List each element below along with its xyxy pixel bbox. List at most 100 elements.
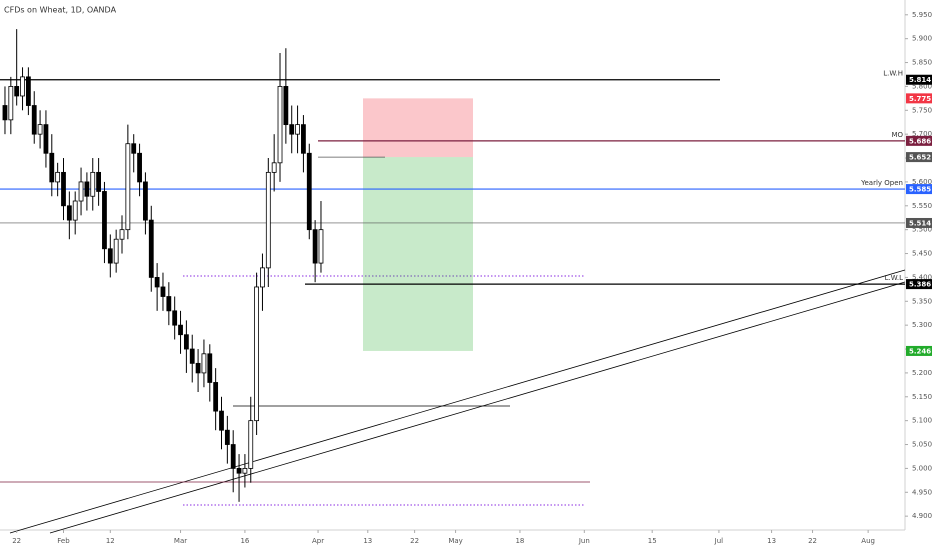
x-tick-label: Apr (312, 537, 324, 545)
trendline (49, 281, 906, 534)
candle-body (289, 124, 295, 135)
candle-body (37, 124, 43, 135)
candle-body (113, 238, 119, 264)
price-label-box (906, 217, 932, 228)
candle-body (254, 286, 260, 422)
candle-body (20, 76, 25, 97)
candle-body (301, 124, 306, 154)
candle-body (178, 324, 183, 336)
candle-body (61, 171, 66, 207)
candle-body (131, 143, 137, 154)
candle-body (195, 362, 201, 374)
candle-body (160, 286, 166, 297)
y-tick-label: 5.800 (912, 82, 932, 90)
candle-body (119, 229, 125, 240)
candle-body (224, 429, 230, 445)
y-tick-label: 5.900 (912, 35, 932, 43)
target-zone (363, 157, 473, 351)
y-tick-label: 4.950 (912, 488, 932, 496)
candle-body (260, 267, 265, 288)
candle-body (248, 420, 254, 469)
candle-body (55, 171, 61, 183)
candle-body (84, 181, 90, 197)
x-tick-label: Jul (714, 537, 724, 545)
x-tick-label: 13 (767, 537, 776, 545)
candle-body (172, 310, 178, 326)
y-tick-label: 5.700 (912, 130, 932, 138)
candle-body (271, 162, 277, 173)
candle-body (207, 353, 213, 383)
candle-body (236, 468, 242, 474)
x-tick-label: Feb (57, 537, 70, 545)
y-tick-label: 5.600 (912, 178, 932, 186)
x-tick-label: 13 (363, 537, 372, 545)
candle-body (72, 200, 78, 221)
price-label-box (906, 135, 932, 146)
candle-body (189, 348, 195, 364)
x-tick-label: 12 (106, 537, 115, 545)
y-tick-label: 5.350 (912, 297, 932, 305)
y-tick-label: 5.300 (912, 321, 932, 329)
x-tick-label: 16 (240, 537, 249, 545)
x-tick-label: Mar (174, 537, 187, 545)
price-label: 5.686 (909, 137, 931, 145)
x-tick-label: 22 (808, 537, 817, 545)
candle-body (137, 152, 142, 183)
candle-body (96, 171, 102, 192)
x-tick-label: 18 (515, 537, 524, 545)
price-label-box (906, 74, 932, 85)
candle-body (143, 181, 148, 221)
y-tick-label: 5.550 (912, 202, 932, 210)
price-label-box (906, 152, 932, 163)
chart-title: CFDs on Wheat, 1D, OANDA (4, 6, 117, 15)
price-label: 5.514 (909, 219, 931, 227)
level-name: L.W.H (883, 70, 903, 78)
candle-body (283, 86, 289, 126)
price-label-box (906, 279, 932, 290)
y-tick-label: 5.050 (912, 441, 932, 449)
candle-body (66, 205, 72, 221)
candle-body (306, 152, 312, 231)
y-tick-label: 5.150 (912, 393, 932, 401)
trendline (9, 269, 906, 534)
x-tick-label: 22 (410, 537, 419, 545)
price-label: 5.585 (909, 186, 931, 194)
level-name: L.W.L (885, 274, 903, 282)
y-tick-label: 5.100 (912, 417, 932, 425)
candle-body (265, 171, 271, 269)
x-tick-label: 22 (12, 537, 21, 545)
candle-body (213, 382, 219, 412)
x-tick-label: Jun (578, 537, 590, 545)
level-name: Yearly Open (860, 179, 903, 187)
level-name: MO (891, 131, 903, 139)
candle-body (31, 105, 37, 135)
y-tick-label: 4.900 (912, 512, 932, 520)
candle-body (2, 105, 8, 121)
price-label: 5.386 (909, 281, 931, 289)
candle-body (90, 171, 96, 197)
y-tick-label: 5.850 (912, 59, 932, 67)
candle-body (148, 219, 154, 278)
candle-body (230, 444, 236, 469)
candle-body (107, 248, 113, 264)
candle-body (25, 76, 31, 106)
candle-body (154, 277, 160, 288)
candle-body (242, 468, 248, 474)
y-tick-label: 5.950 (912, 11, 932, 19)
x-tick-label: 15 (648, 537, 657, 545)
candle-body (183, 334, 189, 350)
candle-body (312, 229, 318, 264)
candle-body (102, 191, 107, 250)
candle-body (43, 124, 49, 154)
candle-body (201, 353, 207, 374)
candle-body (295, 124, 300, 135)
candle-body (78, 181, 84, 202)
candle-body (14, 86, 20, 97)
y-tick-label: 5.000 (912, 464, 932, 472)
y-tick-label: 5.450 (912, 250, 932, 258)
price-label-box (906, 93, 932, 104)
candle-body (219, 410, 224, 431)
candle-body (277, 86, 283, 164)
